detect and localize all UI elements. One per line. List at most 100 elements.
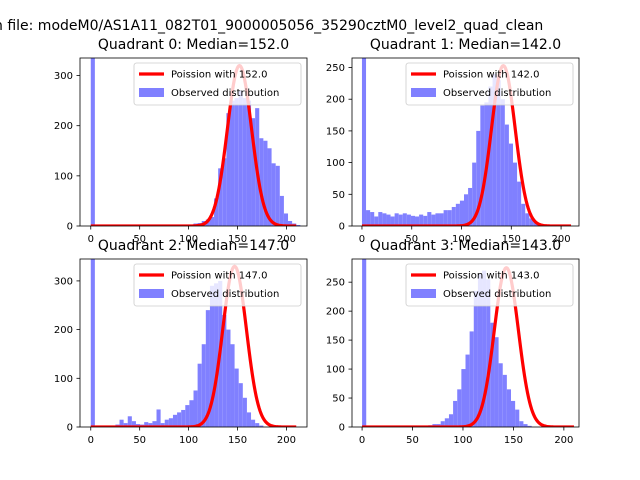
histogram-bar [423, 215, 428, 226]
histogram-bar [177, 412, 182, 427]
x-tick-label: 50 [405, 234, 418, 245]
x-tick-label: 50 [133, 435, 146, 446]
legend-box [133, 62, 302, 106]
histogram-bar [144, 422, 149, 427]
y-tick-label: 50 [332, 190, 345, 201]
histogram-bar [465, 354, 470, 427]
histogram-bar [382, 213, 387, 226]
histogram-bar [255, 423, 260, 427]
histogram [90, 259, 264, 427]
histogram-bar [222, 315, 227, 427]
subplot-title: Quadrant 0: Median=152.0 [98, 37, 289, 53]
x-tick-label: 100 [179, 435, 198, 446]
y-tick-label: 100 [326, 158, 345, 169]
histogram-bar [523, 424, 528, 427]
histogram-bar [527, 425, 532, 427]
histogram-bar [440, 421, 445, 427]
subplot-title: Quadrant 1: Median=142.0 [370, 37, 561, 53]
y-tick-label: 100 [54, 374, 73, 385]
histogram-bar [444, 418, 449, 427]
histogram-bar [511, 400, 516, 427]
histogram-bar [209, 285, 215, 427]
histogram-bar [160, 423, 165, 427]
histogram-bar [517, 181, 522, 226]
y-tick-label: 0 [339, 423, 345, 434]
legend-label-fit: Poission with 142.0 [443, 70, 539, 81]
subplot-quadrant-1: 0 50 100 150 200 0 50 100 150 200 250 Poission with… [326, 37, 580, 245]
histogram-bar [386, 214, 391, 226]
histogram-bar [288, 220, 293, 226]
subplot-title: Quadrant 2: Median=147.0 [98, 238, 289, 254]
histogram-bar [457, 389, 462, 427]
histogram-bar [189, 400, 194, 427]
histogram-bar [123, 423, 128, 427]
legend: Poission with 143.0 Observed distribution [405, 263, 574, 307]
poisson-fit-line [361, 64, 572, 226]
subplot-quadrant-3: 0 50 100 150 200 0 50 100 150 200 250 Poission with… [326, 238, 580, 446]
histogram-bar [439, 213, 444, 226]
x-tick-label: 0 [88, 234, 94, 245]
histogram-bar [185, 405, 190, 427]
histogram-bar [181, 409, 186, 427]
histogram-bar [222, 158, 227, 226]
histogram-bar [490, 322, 495, 427]
histogram-bar [435, 213, 440, 226]
y-tick-label: 200 [326, 95, 345, 106]
histogram-bar [427, 212, 432, 226]
histogram-bar [496, 80, 501, 226]
histogram-bar [90, 259, 95, 427]
histogram-bar [218, 168, 223, 226]
histogram-bar [451, 206, 456, 226]
histogram-bar [205, 310, 210, 427]
histogram-bar [267, 148, 272, 226]
histogram-bar [127, 416, 132, 427]
poisson-fit-line [361, 266, 575, 427]
axes-frame [351, 57, 580, 227]
histogram-bar [459, 200, 465, 226]
y-tick-label: 100 [54, 171, 73, 182]
histogram-bar [455, 203, 460, 226]
histogram-bar [172, 414, 178, 427]
histogram-bar [234, 98, 239, 226]
legend-bar-swatch [411, 289, 436, 298]
histogram-bar [238, 383, 243, 427]
histogram-bar [374, 216, 379, 226]
histogram-bar [533, 222, 538, 226]
legend-label-fit: Poission with 152.0 [171, 70, 267, 81]
histogram-bar [230, 100, 235, 226]
y-tick-label: 250 [326, 278, 345, 289]
histogram-bar [131, 421, 136, 427]
y-tick-label: 200 [326, 307, 345, 318]
histogram-bar [525, 213, 530, 226]
histogram-bar [415, 216, 420, 226]
histogram-bar [402, 213, 407, 226]
legend-bar-swatch [411, 88, 436, 97]
histogram-bar [259, 425, 264, 427]
histogram-bar [197, 363, 202, 427]
axes-frame [79, 57, 308, 227]
legend: Poission with 142.0 Observed distribution [405, 62, 574, 106]
histogram-bar [464, 194, 469, 226]
y-tick-label: 150 [326, 336, 345, 347]
x-tick-label: 50 [406, 435, 419, 446]
histogram-bar [473, 290, 478, 427]
legend-box [405, 263, 574, 307]
legend-label-fit: Poission with 147.0 [171, 271, 267, 282]
legend-box [133, 263, 302, 307]
histogram-bar [378, 212, 383, 226]
x-tick-label: 150 [228, 234, 247, 245]
histogram-bar [148, 423, 153, 427]
x-tick-label: 200 [277, 234, 296, 245]
y-tick-label: 200 [54, 121, 73, 132]
histogram-bar [119, 419, 124, 427]
histogram-bar [251, 419, 256, 427]
histogram-bar [234, 368, 239, 427]
histogram-bar [472, 162, 477, 226]
histogram-bar [362, 259, 367, 427]
y-tick-label: 150 [326, 126, 345, 137]
histogram-bar [492, 73, 497, 226]
legend: Poission with 147.0 Observed distribution [133, 263, 302, 307]
histogram-bar [238, 90, 243, 226]
histogram-bar [398, 214, 403, 226]
subplot-quadrant-2: 0 50 100 150 200 0 100 200 300 Poission with 147.… [54, 238, 308, 446]
